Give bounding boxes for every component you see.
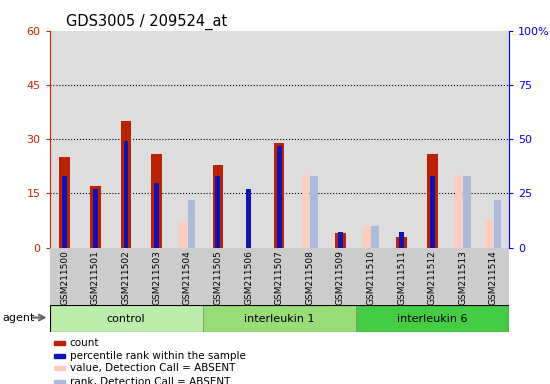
Text: GSM211500: GSM211500	[60, 251, 69, 305]
Text: GSM211501: GSM211501	[91, 251, 100, 305]
Bar	[111, 248, 141, 305]
Bar	[154, 183, 159, 248]
Bar	[202, 248, 233, 305]
Text: agent: agent	[3, 313, 35, 323]
Text: control: control	[107, 314, 145, 324]
Bar	[430, 176, 434, 248]
Text: GSM211508: GSM211508	[305, 251, 314, 305]
Bar	[486, 219, 493, 248]
Bar	[335, 233, 346, 248]
Bar	[448, 248, 478, 305]
Bar	[427, 154, 438, 248]
Text: GSM211507: GSM211507	[274, 251, 284, 305]
Bar	[455, 175, 463, 248]
Bar	[141, 248, 172, 305]
Bar	[396, 237, 407, 248]
Bar	[179, 222, 187, 248]
Bar	[338, 232, 343, 248]
Text: rank, Detection Call = ABSENT: rank, Detection Call = ABSENT	[70, 376, 230, 384]
Text: GSM211510: GSM211510	[366, 251, 376, 305]
Text: GSM211505: GSM211505	[213, 251, 222, 305]
Bar	[294, 248, 325, 305]
Bar	[310, 176, 318, 248]
Bar	[54, 354, 65, 358]
Bar	[363, 226, 371, 248]
Text: interleukin 6: interleukin 6	[397, 314, 468, 324]
Bar	[417, 248, 448, 305]
Bar	[93, 189, 98, 248]
Bar	[172, 248, 202, 305]
Text: interleukin 1: interleukin 1	[244, 314, 315, 324]
Bar	[80, 248, 111, 305]
Text: GSM211512: GSM211512	[428, 251, 437, 305]
Bar	[264, 248, 294, 305]
Bar	[202, 305, 356, 332]
Bar	[356, 305, 509, 332]
Text: GSM211506: GSM211506	[244, 251, 253, 305]
Bar	[302, 175, 309, 248]
Bar	[371, 226, 379, 248]
Text: count: count	[70, 338, 100, 348]
Bar	[277, 146, 282, 248]
Bar	[54, 366, 65, 370]
Bar	[233, 248, 264, 305]
Bar	[399, 232, 404, 248]
Text: GDS3005 / 209524_at: GDS3005 / 209524_at	[66, 13, 227, 30]
Bar	[59, 157, 70, 248]
Bar	[325, 248, 356, 305]
Text: GSM211514: GSM211514	[489, 251, 498, 305]
Bar	[478, 248, 509, 305]
Bar	[246, 189, 251, 248]
Text: GSM211504: GSM211504	[183, 251, 192, 305]
Bar	[356, 248, 386, 305]
Bar	[212, 164, 223, 248]
Bar	[274, 143, 284, 248]
Text: value, Detection Call = ABSENT: value, Detection Call = ABSENT	[70, 363, 235, 373]
Bar	[386, 248, 417, 305]
Bar	[124, 141, 129, 248]
Text: GSM211509: GSM211509	[336, 251, 345, 305]
Bar	[463, 176, 471, 248]
Bar	[50, 248, 80, 305]
Text: GSM211503: GSM211503	[152, 251, 161, 305]
Bar	[120, 121, 131, 248]
Bar	[216, 176, 221, 248]
Bar	[50, 305, 202, 332]
Bar	[62, 176, 67, 248]
Text: GSM211513: GSM211513	[458, 251, 468, 305]
Bar	[494, 200, 502, 248]
Text: percentile rank within the sample: percentile rank within the sample	[70, 351, 246, 361]
Text: GSM211511: GSM211511	[397, 251, 406, 305]
Bar	[54, 379, 65, 384]
Text: GSM211502: GSM211502	[122, 251, 130, 305]
Bar	[54, 341, 65, 345]
Bar	[90, 186, 101, 248]
Bar	[188, 200, 195, 248]
Bar	[151, 154, 162, 248]
